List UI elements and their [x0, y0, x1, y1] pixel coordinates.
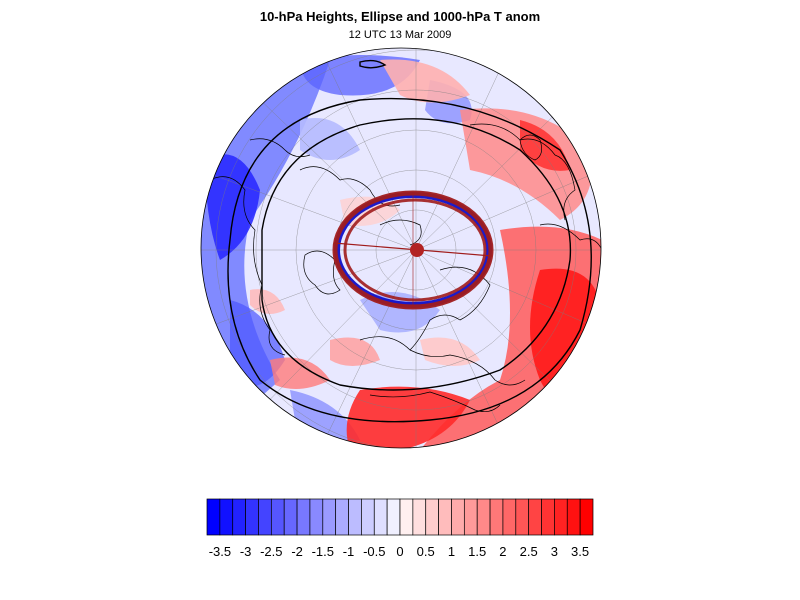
colorbar-tick-label: 2.5 [520, 544, 538, 559]
color-scale-box [502, 498, 517, 536]
colorbar-tick-label: 3.5 [571, 544, 589, 559]
map-title: 10-hPa Heights, Ellipse and 1000-hPa T a… [259, 9, 541, 24]
color-scale-box [232, 498, 246, 536]
color-scale-box [219, 498, 234, 536]
coastlines [209, 123, 601, 412]
color-scale-box [425, 498, 439, 536]
color-scale-box [579, 498, 594, 536]
color-scale-box [335, 498, 349, 536]
color-scale-box [361, 498, 375, 536]
color-scale-box [270, 498, 285, 536]
colorbar-tick-label: 3 [551, 544, 558, 559]
color-scale-box [322, 498, 337, 536]
colorbar-tick-label: -2.5 [260, 544, 282, 559]
color-scale-boxes [206, 498, 594, 536]
colorbar-tick-label: -1.5 [312, 544, 334, 559]
colorbar-tick-label: 1 [448, 544, 455, 559]
color-scale-box [412, 498, 427, 536]
map-subtitle: 12 UTC 13 Mar 2009 [348, 29, 452, 41]
colorbar-tick-label: -3 [240, 544, 252, 559]
temperature-anomaly-field [201, 48, 601, 448]
color-scale-box [258, 498, 272, 536]
color-scale-box [463, 498, 478, 536]
colorbar-tick-label: 0.5 [417, 544, 435, 559]
color-scale-tick-labels: -3.5 -3 -2.5 -2 -1.5 -1 -0.5 0 0.5 1 1.5… [209, 544, 589, 559]
colorbar-tick-label: -3.5 [209, 544, 231, 559]
color-scale-box [554, 498, 568, 536]
color-scale-box [309, 498, 324, 536]
color-scale-box [566, 498, 581, 536]
color-scale-box [451, 498, 465, 536]
color-scale-box [438, 498, 452, 536]
color-scale-box [206, 498, 221, 536]
graticule-lines [201, 48, 601, 448]
color-scale-box [386, 498, 401, 536]
color-scale-box [348, 498, 362, 536]
color-scale-box [245, 498, 259, 536]
color-scale-box [283, 498, 298, 536]
color-scale-box [515, 498, 530, 536]
color-scale-box [489, 498, 504, 536]
vortex-center-marker [410, 243, 424, 257]
height-contours [227, 59, 592, 423]
color-scale-box [541, 498, 555, 536]
colorbar-tick-label: 1.5 [468, 544, 486, 559]
color-scale-box [476, 498, 491, 536]
colorbar-tick-label: -0.5 [363, 544, 385, 559]
color-scale-box [373, 498, 388, 536]
colorbar-tick-label: 0 [396, 544, 403, 559]
globe-outline [200, 47, 602, 449]
colorbar-tick-label: -2 [291, 544, 303, 559]
colorbar-tick-label: 2 [499, 544, 506, 559]
color-scale-box [528, 498, 542, 536]
vortex-ellipse [332, 190, 494, 310]
colorbar-tick-label: -1 [343, 544, 355, 559]
color-scale-box [399, 498, 414, 536]
color-scale-box [296, 498, 311, 536]
